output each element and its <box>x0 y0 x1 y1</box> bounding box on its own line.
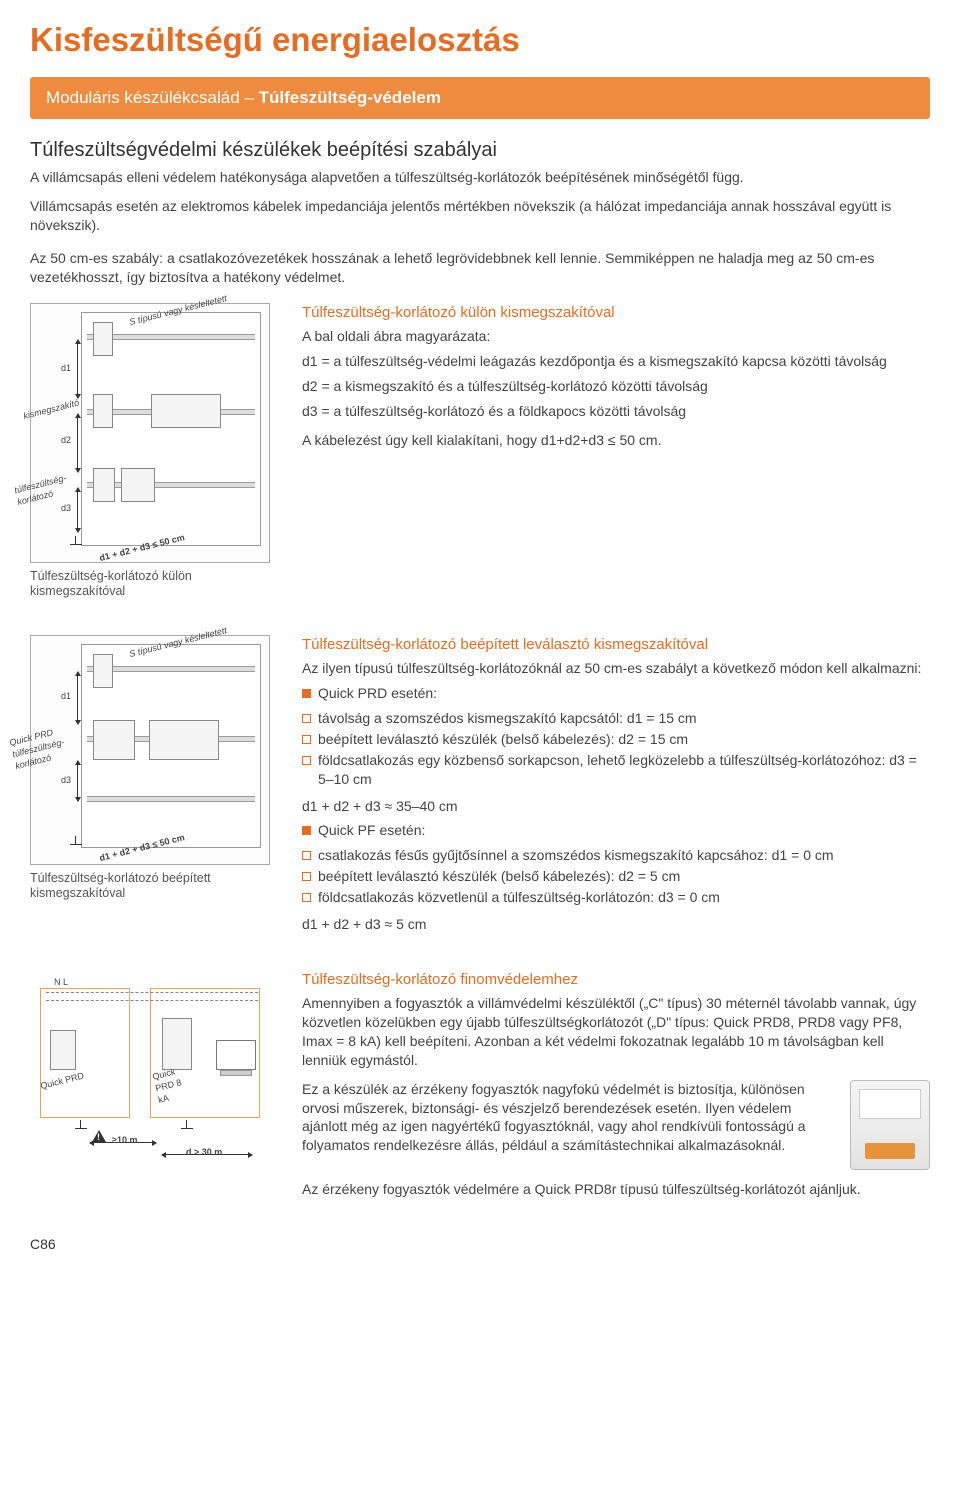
sec1-d2: d2 = a kismegszakító és a túlfeszültség-… <box>302 377 930 396</box>
section-2-row: S típusú vagy késleltetett d1 d3 Quick P… <box>30 635 930 940</box>
diagram-3: N L Quick PRD Quick PRD 8 kA ≥10 m d > 3… <box>30 970 270 1170</box>
sec2-c0: Quick PF esetén: <box>302 821 930 840</box>
sec2-b3: földcsatlakozás egy közbenső sorkapcson,… <box>302 751 930 789</box>
dia1-d3: d3 <box>61 502 71 514</box>
section-2-text: Túlfeszültség-korlátozó beépített levála… <box>302 635 930 940</box>
sec1-d1: d1 = a túlfeszültség-védelmi leágazás ke… <box>302 352 930 371</box>
dia2-d3: d3 <box>61 774 71 786</box>
diagram-1-caption: Túlfeszültség-korlátozó külön kismegszak… <box>30 569 280 599</box>
section-bar: Moduláris készülékcsalád – Túlfeszültség… <box>30 77 930 120</box>
dia1-mcb-label: kismegszakító <box>22 397 80 423</box>
dia3-d30: d > 30 m <box>186 1146 222 1158</box>
sec2-b1: távolság a szomszédos kismegszakító kapc… <box>302 709 930 728</box>
dia2-side-label: Quick PRD túlfeszültség-korlátozó <box>8 722 79 773</box>
intro-p1: A villámcsapás elleni védelem hatékonysá… <box>30 168 930 187</box>
sec1-title: Túlfeszültség-korlátozó külön kismegszak… <box>302 303 930 323</box>
intro-heading: Túlfeszültségvédelmi készülékek beépítés… <box>30 137 930 164</box>
sec2-list-a: távolság a szomszédos kismegszakító kapc… <box>302 709 930 789</box>
section-1-text: Túlfeszültség-korlátozó külön kismegszak… <box>302 303 930 599</box>
rule-block: Az 50 cm-es szabály: a csatlakozóvezeték… <box>30 249 930 287</box>
sec2-c3: földcsatlakozás közvetlenül a túlfeszült… <box>302 888 930 907</box>
page-title: Kisfeszültségű energiaelosztás <box>30 18 930 63</box>
diagram-2-col: S típusú vagy késleltetett d1 d3 Quick P… <box>30 635 280 940</box>
sec2-p1: Az ilyen típusú túlfeszültség-korlátozók… <box>302 659 930 678</box>
sec2-b2: beépített leválasztó készülék (belső káb… <box>302 730 930 749</box>
section-3-row: N L Quick PRD Quick PRD 8 kA ≥10 m d > 3… <box>30 970 930 1205</box>
rule-text: Az 50 cm-es szabály: a csatlakozóvezeték… <box>30 249 930 287</box>
sec1-p1: A bal oldali ábra magyarázata: <box>302 327 930 346</box>
diagram-2-caption: Túlfeszültség-korlátozó beépített kismeg… <box>30 871 280 901</box>
diagram-3-col: N L Quick PRD Quick PRD 8 kA ≥10 m d > 3… <box>30 970 280 1205</box>
sec2-b0: Quick PRD esetén: <box>302 684 930 703</box>
sec1-d3: d3 = a túlfeszültség-korlátozó és a föld… <box>302 402 930 421</box>
dia1-d1: d1 <box>61 362 71 374</box>
sec2-list-a-head: Quick PRD esetén: <box>302 684 930 703</box>
diagram-1-col: S típusú vagy késleltetett d1 d2 d3 kism… <box>30 303 280 599</box>
section-3-text: Túlfeszültség-korlátozó finomvédelemhez … <box>302 970 930 1205</box>
sec2-formula2: d1 + d2 + d3 ≈ 5 cm <box>302 915 930 934</box>
footer: C86 <box>30 1235 930 1254</box>
sec2-c2: beépített leválasztó készülék (belső káb… <box>302 867 930 886</box>
dia1-d2: d2 <box>61 434 71 446</box>
dia3-nl: N L <box>54 976 68 988</box>
sec2-list-b-head: Quick PF esetén: <box>302 821 930 840</box>
diagram-2: S típusú vagy késleltetett d1 d3 Quick P… <box>30 635 270 865</box>
sec3-p2: Ez a készülék az érzékeny fogyasztók nag… <box>302 1080 832 1156</box>
device-photo <box>850 1080 930 1170</box>
sec2-list-b: csatlakozás fésűs gyűjtősínnel a szomszé… <box>302 846 930 907</box>
sec1-p2: A kábelezést úgy kell kialakítani, hogy … <box>302 431 930 450</box>
sec2-c1: csatlakozás fésűs gyűjtősínnel a szomszé… <box>302 846 930 865</box>
sec2-formula1: d1 + d2 + d3 ≈ 35–40 cm <box>302 797 930 816</box>
sec2-title: Túlfeszültség-korlátozó beépített levála… <box>302 635 930 655</box>
sec3-p3: Az érzékeny fogyasztók védelmére a Quick… <box>302 1180 930 1199</box>
dia2-d1: d1 <box>61 690 71 702</box>
dia3-d10: ≥10 m <box>112 1134 137 1146</box>
sec3-p1: Amennyiben a fogyasztók a villámvédelmi … <box>302 994 930 1070</box>
diagram-1: S típusú vagy késleltetett d1 d2 d3 kism… <box>30 303 270 563</box>
section-1-row: S típusú vagy késleltetett d1 d2 d3 kism… <box>30 303 930 599</box>
bar-prefix: Moduláris készülékcsalád – <box>46 88 259 107</box>
bar-topic: Túlfeszültség-védelem <box>259 88 441 107</box>
sec3-title: Túlfeszültség-korlátozó finomvédelemhez <box>302 970 930 990</box>
page-number: C86 <box>30 1236 56 1252</box>
intro-body: A villámcsapás elleni védelem hatékonysá… <box>30 168 930 235</box>
intro-p2: Villámcsapás esetén az elektromos kábele… <box>30 197 930 235</box>
